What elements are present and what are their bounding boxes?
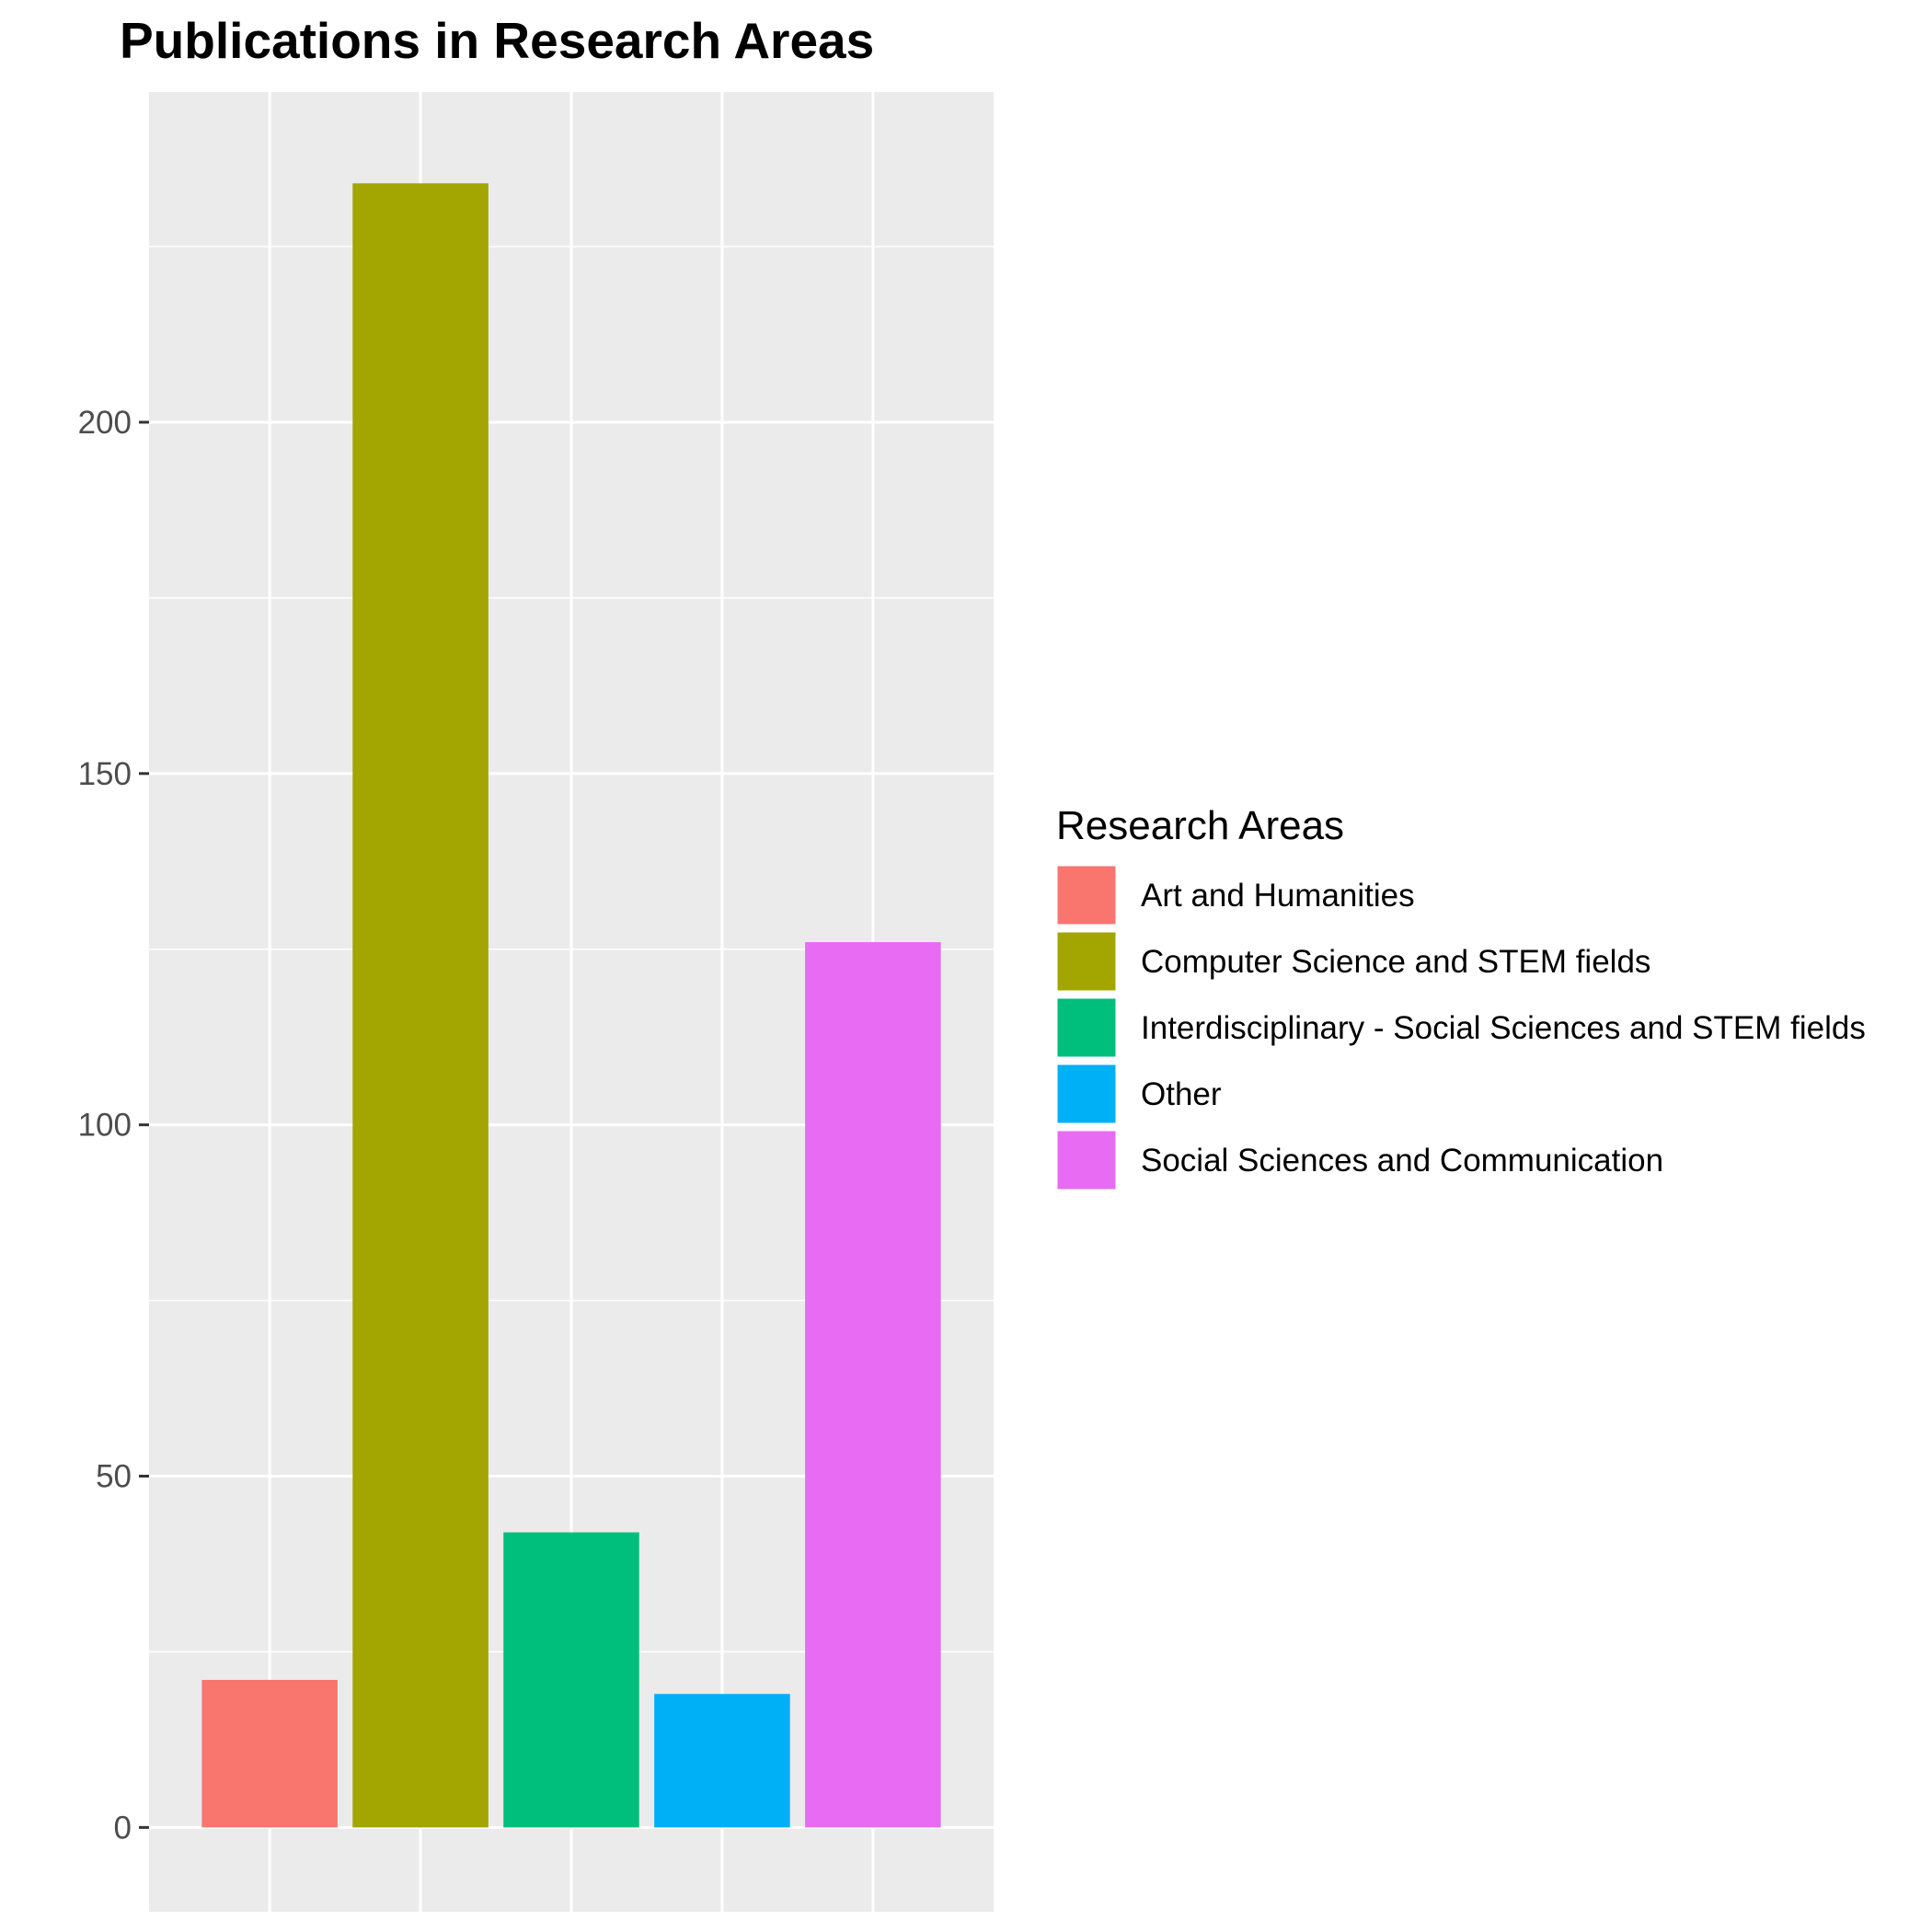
chart-title: Publications in Research Areas bbox=[120, 12, 874, 69]
y-axis: 0 50 100 150 200 bbox=[78, 405, 149, 1846]
y-tick-label: 50 bbox=[96, 1459, 132, 1495]
legend: Research Areas Art and Humanities Compute… bbox=[1054, 803, 1866, 1192]
bar bbox=[352, 183, 489, 1828]
legend-label: Social Sciences and Communication bbox=[1141, 1143, 1663, 1179]
legend-key bbox=[1054, 1128, 1119, 1192]
y-tick-label: 0 bbox=[114, 1810, 132, 1846]
legend-label: Other bbox=[1141, 1076, 1222, 1112]
legend-title: Research Areas bbox=[1056, 803, 1344, 848]
legend-label: Computer Science and STEM fields bbox=[1141, 944, 1650, 980]
y-tick-label: 100 bbox=[78, 1108, 132, 1144]
bars bbox=[201, 183, 941, 1828]
legend-key bbox=[1054, 1062, 1119, 1126]
legend-label: Interdisciplinary - Social Sciences and … bbox=[1141, 1010, 1866, 1046]
bar bbox=[654, 1694, 790, 1828]
bar bbox=[201, 1679, 338, 1828]
y-tick-label: 200 bbox=[78, 405, 132, 441]
legend-key bbox=[1054, 863, 1119, 927]
legend-key bbox=[1054, 929, 1119, 994]
bar bbox=[805, 942, 941, 1828]
legend-label: Art and Humanities bbox=[1141, 878, 1415, 914]
y-tick-label: 150 bbox=[78, 756, 132, 792]
legend-key bbox=[1054, 995, 1119, 1060]
legend-items: Art and Humanities Computer Science and S… bbox=[1054, 863, 1866, 1192]
bar bbox=[503, 1532, 639, 1828]
